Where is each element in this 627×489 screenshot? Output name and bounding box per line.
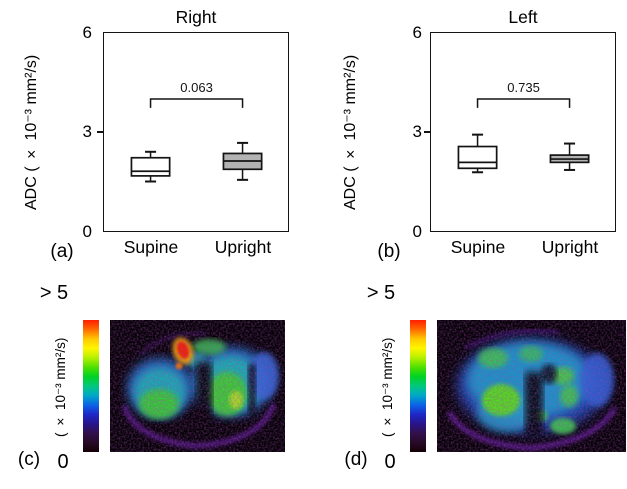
panel-b-y-axis-label: ADC ( × 10⁻³ mm²/s) [342,54,359,210]
p-value-label: 0.735 [507,80,540,95]
panel-b-ytick-3: 3 [412,122,422,141]
boxplot-left: 0.735 [457,80,590,174]
panel-b-ytick-0: 0 [412,222,422,241]
p-value-label: 0.063 [180,80,213,95]
adc-colorbar [410,320,426,452]
panel-a-ytick-0: 0 [82,222,92,241]
boxplot-right: 0.063 [130,80,263,183]
panel-b-category-supine: Supine [450,237,506,257]
panel-d-scale-min-label: 0 [384,451,396,473]
adc-colorbar [83,320,99,452]
panel-a-y-axis-label: ADC ( × 10⁻³ mm²/s) [23,54,40,210]
panel-b-letter: (b) [377,241,401,262]
panel-a-letter: (a) [50,241,74,262]
panel-c-letter: (c) [17,449,41,470]
panel-d-letter: (d) [344,449,368,470]
panel-a-tickmark-3 [97,131,103,133]
panel-c-scale-max-label: > 5 [39,282,69,304]
noise-overlay [110,320,285,452]
panel-b-tickmark-3 [424,131,430,133]
panel-a-plot-area: 0.063 [103,32,289,232]
adc-map-supine-image [110,320,285,452]
noise-overlay [437,320,626,452]
panel-b-category-upright: Upright [541,237,599,257]
panel-a-category-supine: Supine [123,237,179,257]
panel-c-scale-min-label: 0 [57,451,69,473]
panel-a-ytick-3: 3 [82,122,92,141]
panel-b-title: Left [508,7,538,27]
adc-map-upright-image [437,320,626,452]
panel-a-category-upright: Upright [214,237,272,257]
panel-a-ytick-6: 6 [82,23,92,42]
panel-d-scale-max-label: > 5 [366,282,396,304]
panel-a-title: Right [175,7,217,27]
panel-b-ytick-6: 6 [412,23,422,42]
panel-b-plot-area: 0.735 [430,32,616,232]
